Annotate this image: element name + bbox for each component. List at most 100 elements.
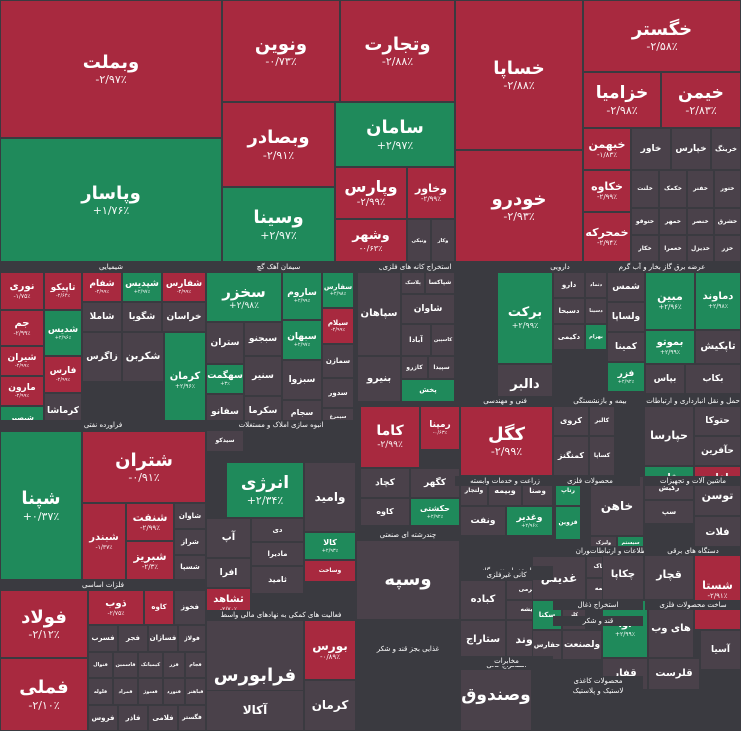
tile-40[interactable]: شبندر -۱/۳۷٪ [82, 503, 126, 580]
tile-225[interactable]: آسیا [700, 630, 741, 670]
tile-152[interactable]: فزر +۲/۹۲٪ [607, 362, 645, 392]
tile-128[interactable]: شاوان [401, 294, 455, 324]
tile-8[interactable]: وخاور -۲/۹۹٪ [407, 167, 455, 219]
tile-61[interactable]: فلوله [88, 678, 113, 705]
tile-126[interactable]: پلاسک [401, 272, 425, 294]
tile-175[interactable]: ونفت [460, 506, 506, 536]
tile-48[interactable]: فملی -۲/۱۰٪ [0, 658, 88, 731]
tile-62[interactable]: فمراد [113, 678, 138, 705]
tile-12[interactable]: خساپا -۲/۸۸٪ [455, 0, 583, 150]
tile-51[interactable]: فخوز [174, 590, 206, 625]
tile-160[interactable]: کمنگنز [553, 436, 589, 476]
tile-205[interactable]: ستاراج [460, 620, 506, 660]
tile-30[interactable]: خشرق [714, 208, 741, 235]
tile-156[interactable]: کچاد [360, 468, 410, 498]
tile-26[interactable]: ختور [714, 170, 741, 208]
tile-41[interactable]: شنفت -۲/۹۹٪ [126, 503, 174, 541]
tile-153[interactable]: کاما -۲/۹۹٪ [360, 406, 420, 468]
tile-188[interactable]: افرا [206, 558, 251, 588]
tile-44[interactable]: شراز [174, 529, 206, 555]
tile-131[interactable]: بنیرو [357, 356, 401, 402]
tile-171[interactable]: وسپه [356, 540, 460, 620]
tile-15[interactable]: خزامیا -۲/۹۸٪ [583, 72, 661, 128]
tile-67[interactable]: فاذر [118, 705, 148, 731]
tile-57[interactable]: فاسمین [113, 652, 138, 678]
tile-139[interactable]: دسبحا [553, 298, 585, 324]
tile-148[interactable]: بکاب [685, 364, 741, 394]
tile-134[interactable]: پخش [401, 379, 455, 402]
tile-23[interactable]: خلنت [631, 170, 659, 208]
tile-101[interactable]: سخزر +۲/۹۸٪ [206, 272, 282, 322]
tile-53[interactable]: فجر [118, 625, 148, 652]
tile-45[interactable]: شسپا [174, 555, 206, 580]
tile-169[interactable]: شستا -۲/۹۱٪ [694, 550, 741, 630]
tile-2[interactable]: ونوین -۰/۷۳٪ [222, 0, 340, 102]
tile-161[interactable]: کساپا [589, 436, 615, 476]
tile-183[interactable]: آکالا [206, 690, 304, 731]
tile-28[interactable]: خمهر [659, 208, 687, 235]
tile-50[interactable]: کاوه [144, 590, 174, 625]
tile-230[interactable]: خاهن [590, 476, 644, 536]
tile-166[interactable]: حآفرین [694, 436, 741, 466]
tile-106[interactable]: سیلام -۲/۹۹٪ [322, 308, 354, 344]
tile-96[interactable]: زاگرس [82, 332, 122, 382]
tile-103[interactable]: سفارس +۲/۹۸٪ [322, 272, 354, 308]
tile-49[interactable]: ذوب -۲/۷۵٪ [88, 590, 144, 625]
tile-21[interactable]: خپارس [671, 128, 711, 170]
tile-107[interactable]: ستران [206, 322, 244, 364]
tile-177[interactable]: وامید [304, 462, 356, 532]
tile-140[interactable]: دسینا [585, 298, 607, 324]
tile-91[interactable]: فارس -۲/۹۹٪ [44, 356, 82, 393]
tile-129[interactable]: آبادا [401, 324, 431, 356]
tile-58[interactable]: کیمیاتک [138, 652, 163, 678]
tile-189[interactable]: ثامید [251, 566, 304, 594]
tile-29[interactable]: خنصر [687, 208, 714, 235]
tile-223[interactable]: چکاپا [602, 550, 644, 600]
tile-185[interactable]: آپ [206, 518, 251, 558]
tile-81[interactable]: نوری -۱/۷۵٪ [0, 272, 44, 310]
tile-97[interactable]: شکربن [122, 332, 164, 382]
tile-141[interactable]: دکیمی [553, 324, 585, 350]
tile-176[interactable]: وغدیر +۲/۹۶٪ [506, 506, 553, 536]
tile-68[interactable]: فلامی [148, 705, 178, 731]
tile-52[interactable]: فسرب [88, 625, 118, 652]
tile-240[interactable]: قلرست [648, 658, 700, 690]
tile-110[interactable]: سهگمت +۳٪ [206, 364, 244, 394]
tile-118[interactable]: سیدکو [206, 430, 244, 452]
tile-69[interactable]: فگستر [178, 705, 206, 731]
tile-34[interactable]: خزر [714, 235, 741, 262]
tile-38[interactable]: شپنا +۰/۳۷٪ [0, 431, 82, 580]
tile-83[interactable]: شفام -۲/۹۹٪ [82, 272, 122, 302]
tile-93[interactable]: شاملا [82, 302, 122, 332]
tile-102[interactable]: ساروم +۲/۹۹٪ [282, 272, 322, 320]
tile-59[interactable]: فزر [163, 652, 185, 678]
tile-147[interactable]: تاپکیش [695, 330, 741, 364]
tile-43[interactable]: شاوان [174, 503, 206, 529]
tile-47[interactable]: فولاد -۲/۱۲٪ [0, 590, 88, 658]
tile-39[interactable]: شتران -۰/۹۱٪ [82, 431, 206, 503]
tile-146[interactable]: بپاس [645, 364, 685, 394]
tile-165[interactable]: حتوکا [694, 406, 741, 436]
tile-150[interactable]: ولساپا [607, 302, 645, 332]
tile-181[interactable]: بورس -۰/۸۹٪ [304, 620, 356, 680]
tile-95[interactable]: خراسان [162, 302, 206, 332]
tile-63[interactable]: فسوژ [138, 678, 163, 705]
tile-25[interactable]: خفنر [687, 170, 714, 208]
tile-6[interactable]: سامان +۲/۹۷٪ [335, 102, 455, 167]
tile-64[interactable]: فنورد [163, 678, 185, 705]
tile-158[interactable]: کروی [553, 406, 589, 436]
tile-237[interactable]: حفارس [532, 630, 562, 660]
tile-113[interactable]: سدور [322, 378, 354, 408]
tile-234[interactable]: سپ [644, 500, 694, 524]
tile-55[interactable]: فولاژ [178, 625, 206, 652]
tile-142[interactable]: بهرام [585, 324, 607, 350]
tile-127[interactable]: شپاکسا [425, 272, 455, 294]
tile-105[interactable]: سبهان +۲/۹۷٪ [282, 320, 322, 360]
tile-13[interactable]: خودرو -۲/۹۳٪ [455, 150, 583, 262]
tile-133[interactable]: سپیدا [428, 356, 455, 379]
tile-178[interactable]: کالا +۲/۹۳٪ [304, 532, 356, 560]
tile-0[interactable]: وبملت -۲/۹۷٪ [0, 0, 222, 138]
tile-4[interactable]: وسینا +۲/۹۷٪ [222, 187, 335, 262]
tile-132[interactable]: کازرو [401, 356, 428, 379]
tile-164[interactable]: حپارسا [644, 406, 694, 466]
